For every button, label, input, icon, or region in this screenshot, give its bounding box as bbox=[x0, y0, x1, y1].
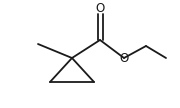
Text: O: O bbox=[119, 52, 129, 65]
Text: O: O bbox=[95, 2, 105, 16]
